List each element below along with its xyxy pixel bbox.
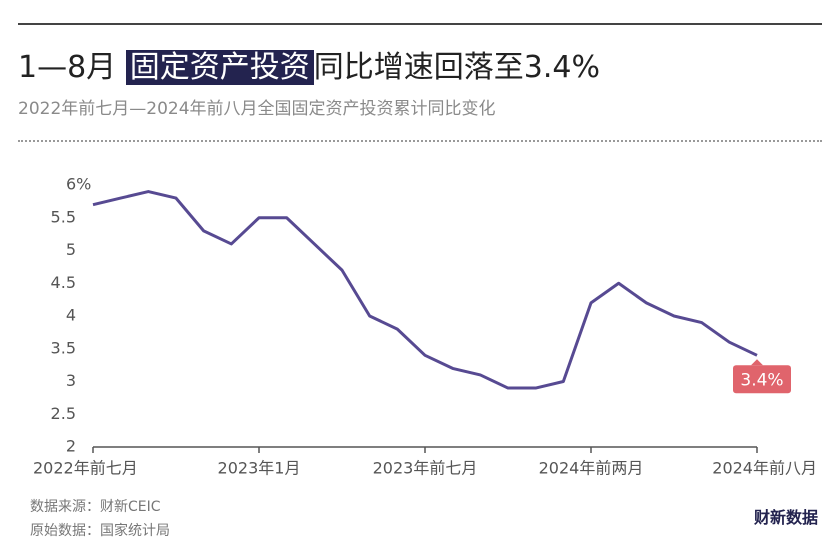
series-line (92, 190, 758, 390)
y-tick-label: 3.5 (51, 338, 76, 357)
subtitle: 2022年前七月—2024年前八月全国固定资产投资累计同比变化 (18, 99, 496, 119)
y-tick-label: 2 (66, 437, 76, 456)
logo: 财新数据 (753, 508, 818, 527)
title: 1—8月 固定资产投资 同比增速回落至3.4% (18, 42, 600, 86)
y-tick-label: 2.5 (51, 404, 76, 423)
y-tick-label: 4 (66, 306, 76, 325)
y-tick-label: 4.5 (51, 273, 76, 292)
divider (18, 140, 822, 142)
source: 数据来源：财新CEIC (30, 499, 161, 515)
x-tick-label: 2023年前七月 (373, 459, 478, 478)
title-part: 同比增速回落至3.4% (313, 50, 600, 85)
value-label: 3.4% (740, 370, 783, 390)
value-label-box (733, 365, 791, 394)
label-pointer (751, 359, 763, 366)
x-tick-label: 2024年前八月 (712, 459, 817, 478)
title-highlight: 固定资产投资 (125, 50, 314, 85)
x-tick-label: 2023年1月 (218, 459, 301, 478)
y-tick-label: 5 (66, 240, 76, 259)
y-tick-label: 5.5 (51, 207, 76, 226)
y-tick-label: 6% (66, 175, 91, 194)
origin: 原始数据：国家统计局 (30, 523, 170, 539)
top-rule (18, 23, 822, 25)
title-part: 1—8月 (18, 50, 117, 85)
x-tick-label: 2022年前七月 (33, 459, 138, 478)
x-tick-label: 2024年前两月 (539, 459, 644, 478)
y-tick-label: 3 (66, 371, 76, 390)
chart: 2 2.5 3 3.5 4 4.5 5 5.5 6% 2022年前七月 2023年1月 2023年前七… (33, 175, 817, 478)
